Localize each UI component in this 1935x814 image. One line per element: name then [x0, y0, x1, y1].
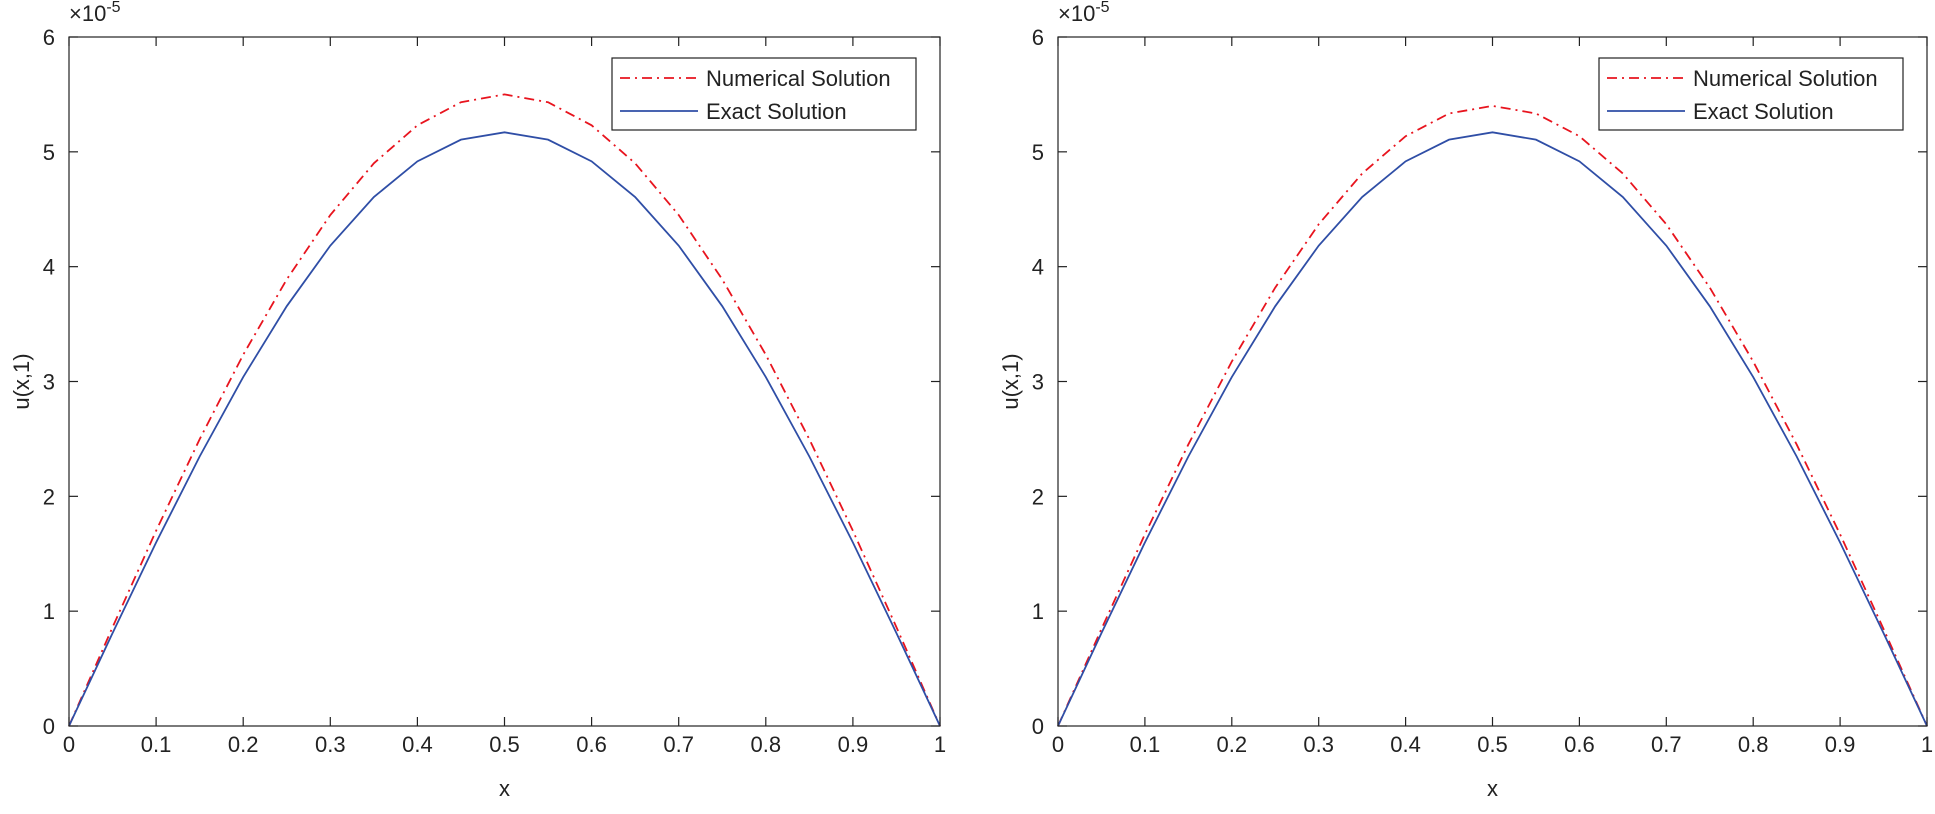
x-tick-label: 0 — [1052, 732, 1064, 757]
x-tick-label: 0.4 — [1390, 732, 1421, 757]
y-tick-label: 2 — [43, 484, 55, 509]
x-tick-label: 0.1 — [141, 732, 172, 757]
x-tick-label: 0.8 — [751, 732, 782, 757]
x-tick-label: 0.9 — [838, 732, 869, 757]
axis-multiplier: ×10-5 — [1058, 0, 1110, 26]
y-tick-label: 3 — [43, 370, 55, 395]
data-line — [1057, 104, 1928, 727]
legend-label: Numerical Solution — [1693, 66, 1878, 91]
legend-box — [1598, 57, 1904, 131]
multiplier-base: ×10 — [1058, 1, 1095, 26]
x-tick-label: 0.1 — [1130, 732, 1161, 757]
multiplier-base: ×10 — [69, 1, 106, 26]
x-tick-label: 0.3 — [1303, 732, 1334, 757]
x-tick-label: 1 — [1921, 732, 1933, 757]
data-line — [68, 93, 941, 727]
x-tick-label: 0.9 — [1825, 732, 1856, 757]
x-tick-label: 0.6 — [576, 732, 607, 757]
y-tick-label: 0 — [1032, 714, 1044, 739]
x-tick-label: 0.2 — [228, 732, 259, 757]
x-tick-label: 0.2 — [1217, 732, 1248, 757]
y-tick-label: 1 — [1032, 599, 1044, 624]
legend-box — [611, 57, 917, 131]
multiplier-exponent: -5 — [106, 0, 120, 16]
x-tick-label: 0.5 — [489, 732, 520, 757]
x-tick-label: 0.6 — [1564, 732, 1595, 757]
y-tick-label: 5 — [43, 140, 55, 165]
data-line — [68, 131, 941, 727]
y-tick-label: 0 — [43, 714, 55, 739]
y-tick-label: 2 — [1032, 484, 1044, 509]
x-axis-label: x — [499, 776, 510, 801]
x-tick-label: 1 — [934, 732, 946, 757]
legend-label: Exact Solution — [706, 99, 847, 124]
y-tick-label: 6 — [43, 25, 55, 50]
y-tick-label: 4 — [43, 255, 55, 280]
plot-frame — [68, 36, 941, 727]
legend-label: Numerical Solution — [706, 66, 891, 91]
y-tick-label: 1 — [43, 599, 55, 624]
multiplier-exponent: -5 — [1095, 0, 1109, 16]
x-tick-label: 0.7 — [663, 732, 694, 757]
y-axis-label: u(x,1) — [9, 353, 34, 409]
axis-multiplier: ×10-5 — [69, 0, 121, 26]
x-tick-label: 0.3 — [315, 732, 346, 757]
x-tick-label: 0.8 — [1738, 732, 1769, 757]
legend-label: Exact Solution — [1693, 99, 1834, 124]
x-tick-label: 0 — [63, 732, 75, 757]
plot-frame — [1057, 36, 1928, 727]
x-tick-label: 0.4 — [402, 732, 433, 757]
y-tick-label: 4 — [1032, 255, 1044, 280]
y-tick-label: 6 — [1032, 25, 1044, 50]
x-tick-label: 0.5 — [1477, 732, 1508, 757]
y-tick-label: 3 — [1032, 370, 1044, 395]
y-axis-label: u(x,1) — [998, 353, 1023, 409]
y-tick-label: 5 — [1032, 140, 1044, 165]
data-line — [1057, 131, 1928, 727]
x-axis-label: x — [1487, 776, 1498, 801]
x-tick-label: 0.7 — [1651, 732, 1682, 757]
